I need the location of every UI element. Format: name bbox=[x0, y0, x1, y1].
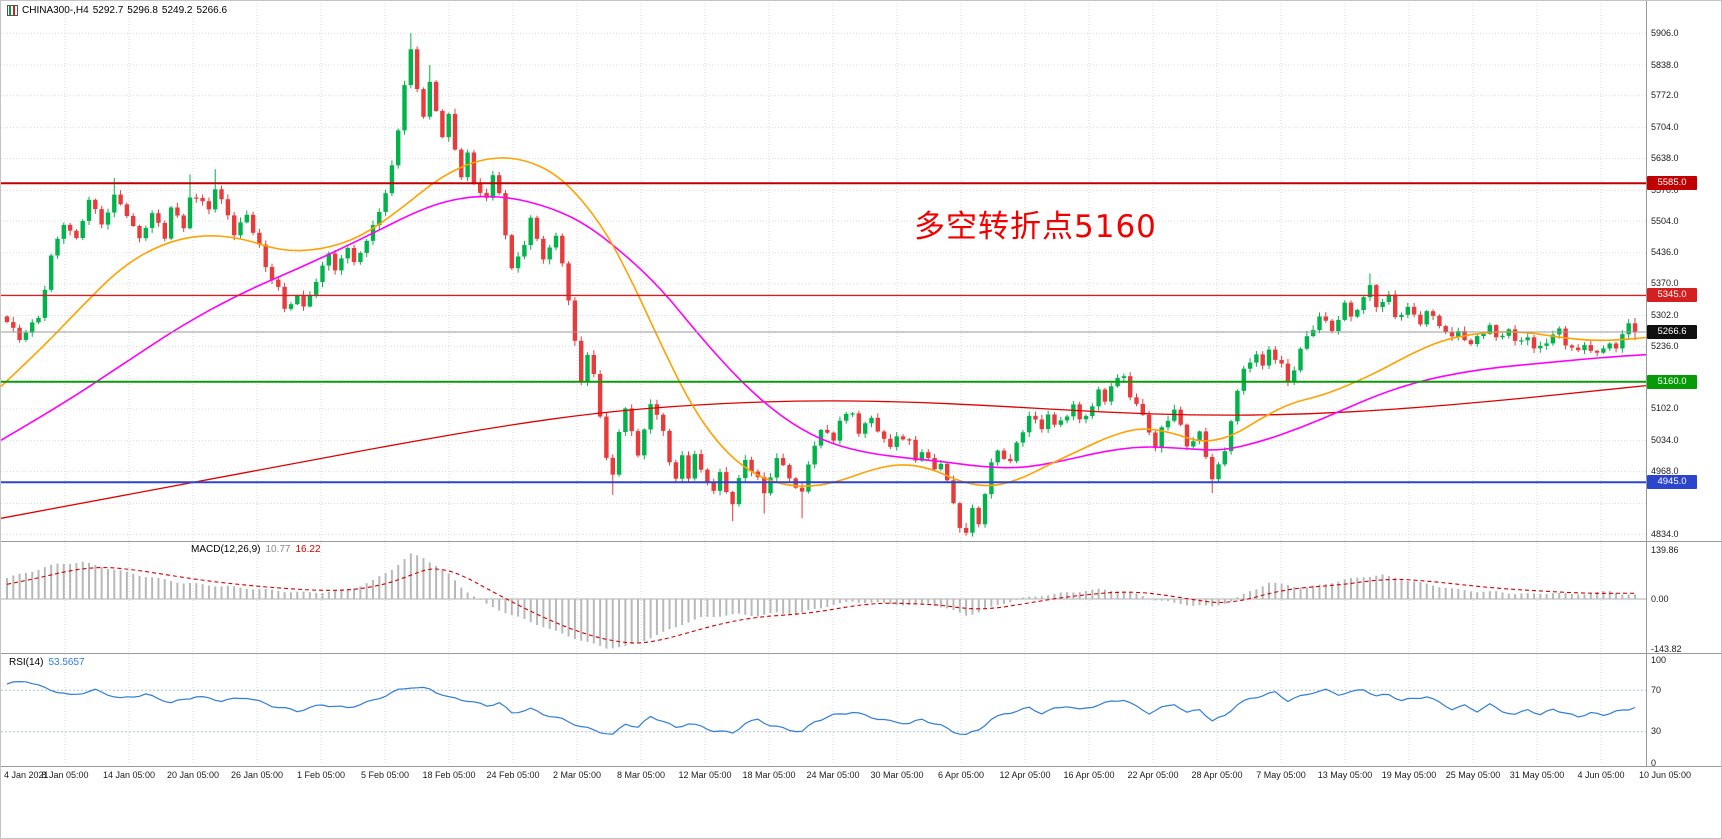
chart-title: CHINA300-,H4 5292.7 5296.8 5249.2 5266.6 bbox=[7, 5, 227, 16]
price-scale[interactable] bbox=[1646, 1, 1721, 766]
rsi-name: RSI(14) bbox=[9, 657, 44, 668]
macd-signal-line bbox=[6, 567, 1636, 644]
macd-indicator-label: MACD(12,26,9) 10.77 16.22 bbox=[191, 544, 326, 555]
annotation-text: 多空转折点5160 bbox=[914, 209, 1157, 245]
macd-name: MACD(12,26,9) bbox=[191, 544, 261, 555]
rsi-indicator-label: RSI(14) 53.5657 bbox=[9, 657, 90, 668]
time-scale[interactable] bbox=[1, 767, 1721, 787]
ma-fast-orange bbox=[1, 157, 1647, 487]
ohlc-close: 5266.6 bbox=[196, 5, 228, 16]
candlestick-chart-icon bbox=[7, 5, 18, 16]
rsi-line bbox=[6, 680, 1636, 736]
ohlc-open: 5292.7 bbox=[92, 5, 124, 16]
ohlc-high: 5296.8 bbox=[127, 5, 158, 16]
macd-value-signal: 16.22 bbox=[295, 544, 321, 555]
ohlc-low: 5249.2 bbox=[161, 5, 193, 16]
ma-slow-red bbox=[1, 384, 1647, 519]
symbol-period-label: CHINA300-,H4 bbox=[22, 5, 89, 16]
macd-value-main: 10.77 bbox=[265, 544, 291, 555]
ma-mid-magenta bbox=[1, 195, 1647, 469]
rsi-value: 53.5657 bbox=[48, 657, 85, 668]
